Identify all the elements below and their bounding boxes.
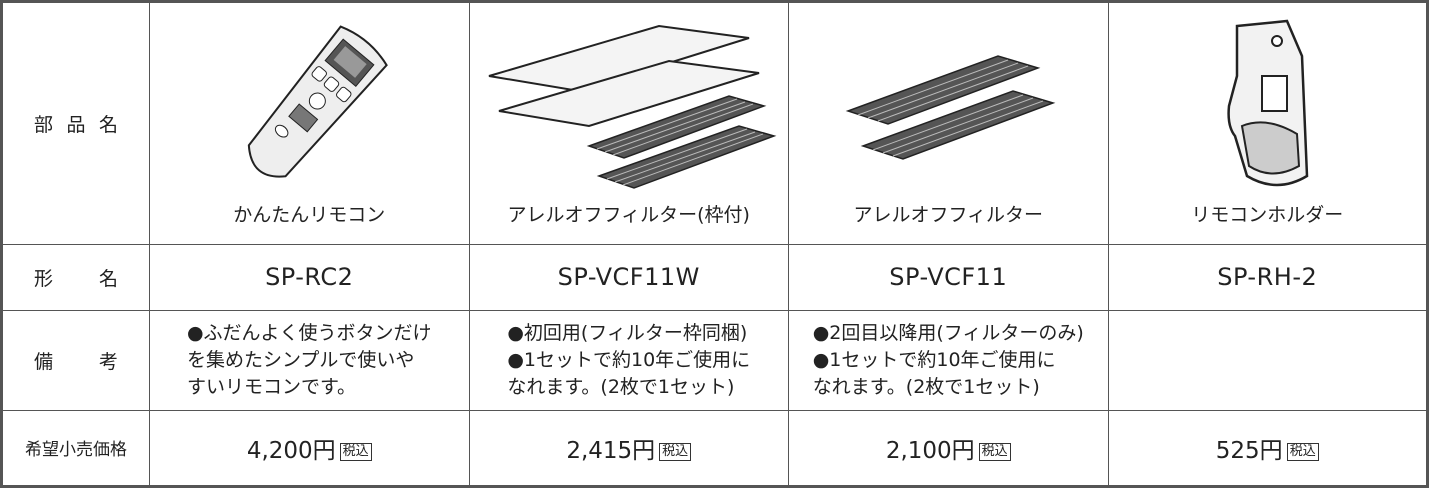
model-number: SP-RH-2	[1107, 243, 1428, 311]
notes-cell: ●2回目以降用(フィルターのみ) ●1セットで約10年ご使用に なれます。(2枚で1…	[788, 309, 1109, 411]
label-text: 部品名	[34, 113, 118, 136]
note-line: ●1セットで約10年ご使用に	[812, 348, 1056, 371]
row-label: 備考	[1, 309, 150, 411]
price-cell: 4,200円 税込	[149, 409, 470, 488]
price: 525円	[1215, 437, 1283, 464]
label-text: 希望小売価格	[25, 440, 127, 461]
product-cell: リモコンホルダー	[1107, 1, 1428, 245]
price: 2,100円	[885, 437, 975, 464]
note-line: を集めたシンプルで使いや	[186, 348, 415, 371]
row-label: 形名	[1, 243, 150, 311]
model-number: SP-RC2	[149, 243, 470, 311]
price: 4,200円	[246, 437, 336, 464]
notes-cell	[1107, 309, 1428, 411]
row-label: 希望小売価格	[1, 409, 150, 488]
note-line: ●2回目以降用(フィルターのみ)	[812, 321, 1084, 344]
label-text: 備考	[34, 350, 118, 373]
model-number: SP-VCF11	[788, 243, 1109, 311]
note-line: なれます。(2枚で1セット)	[507, 375, 735, 398]
product-cell: アレルオフフィルター	[788, 1, 1109, 245]
note-line: ●初回用(フィルター枠同梱)	[507, 321, 748, 344]
product-name: アレルオフフィルター(枠付)	[507, 203, 750, 226]
price-cell: 2,100円 税込	[788, 409, 1109, 488]
notes: ●2回目以降用(フィルターのみ) ●1セットで約10年ご使用に なれます。(2枚で1…	[813, 320, 1084, 401]
notes-cell: ●ふだんよく使うボタンだけ を集めたシンプルで使いや すいリモコンです。	[149, 309, 470, 411]
note-line: ●1セットで約10年ご使用に	[507, 348, 751, 371]
model-number: SP-VCF11W	[468, 243, 789, 311]
product-name: アレルオフフィルター	[853, 203, 1044, 226]
tax-badge: 税込	[1286, 442, 1319, 461]
price: 2,415円	[566, 437, 656, 464]
product-cell: かんたんリモコン	[149, 1, 470, 245]
filter-frame-illustration	[488, 24, 777, 189]
price-cell: 2,415円 税込	[468, 409, 789, 488]
tax-badge: 税込	[659, 442, 692, 461]
holder-illustration	[1227, 19, 1309, 186]
notes-cell: ●初回用(フィルター枠同梱) ●1セットで約10年ご使用に なれます。(2枚で1セッ…	[468, 309, 789, 411]
note-line: すいリモコンです。	[186, 375, 357, 398]
filter-illustration	[845, 54, 1056, 160]
product-cell: アレルオフフィルター(枠付)	[468, 1, 789, 245]
tax-badge: 税込	[339, 442, 372, 461]
notes: ●初回用(フィルター枠同梱) ●1セットで約10年ご使用に なれます。(2枚で1セッ…	[507, 320, 750, 401]
tax-badge: 税込	[978, 442, 1011, 461]
remote-illustration	[248, 25, 389, 178]
price-cell: 525円 税込	[1107, 409, 1428, 488]
note-line: ●ふだんよく使うボタンだけ	[186, 321, 432, 344]
product-name: かんたんリモコン	[233, 203, 386, 226]
note-line: なれます。(2枚で1セット)	[812, 375, 1040, 398]
product-name: リモコンホルダー	[1191, 203, 1344, 226]
label-text: 形名	[34, 267, 118, 290]
row-label: 部品名	[1, 1, 150, 245]
notes: ●ふだんよく使うボタンだけ を集めたシンプルで使いや すいリモコンです。	[187, 320, 432, 401]
